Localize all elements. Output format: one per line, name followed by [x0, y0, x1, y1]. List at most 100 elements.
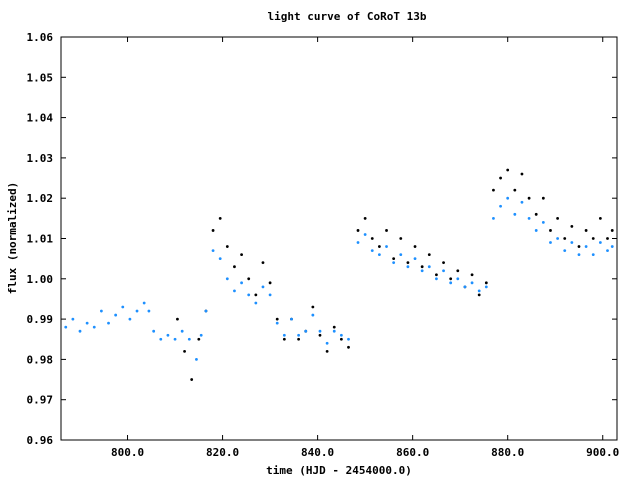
data-point: [199, 333, 203, 337]
data-point: [399, 237, 403, 240]
data-point: [275, 317, 279, 321]
data-point: [311, 305, 315, 309]
data-point: [435, 277, 438, 281]
data-point: [549, 229, 552, 232]
data-point: [107, 321, 110, 325]
data-point: [254, 293, 258, 297]
data-point: [556, 237, 559, 240]
data-point: [195, 358, 198, 361]
data-point: [456, 269, 460, 273]
data-point: [173, 337, 177, 341]
data-point: [449, 281, 453, 285]
data-point: [282, 333, 286, 337]
data-point: [325, 341, 329, 345]
data-point: [282, 337, 286, 341]
data-point: [385, 245, 388, 248]
data-point: [370, 237, 374, 240]
data-point: [325, 349, 329, 353]
data-point: [470, 273, 474, 277]
data-point: [225, 245, 229, 248]
data-point: [183, 349, 186, 353]
data-point: [92, 325, 96, 329]
plot-data-layer: [64, 168, 614, 381]
data-point: [363, 233, 367, 236]
data-point: [442, 269, 445, 273]
x-tick-label: 840.0: [301, 446, 334, 459]
data-point: [484, 281, 488, 285]
data-point: [427, 253, 431, 257]
data-point: [598, 241, 602, 244]
data-point: [135, 309, 139, 313]
data-point: [570, 225, 574, 228]
x-tick-label: 880.0: [491, 446, 524, 459]
data-point: [541, 196, 545, 200]
data-point: [268, 293, 272, 297]
data-point: [610, 229, 614, 232]
data-point: [520, 172, 524, 176]
data-point: [610, 245, 614, 248]
data-point: [598, 216, 602, 220]
y-tick-label: 1.06: [27, 31, 54, 44]
data-point: [121, 305, 125, 309]
data-point: [356, 241, 360, 244]
data-point: [541, 220, 545, 224]
data-point: [114, 313, 118, 317]
data-point: [484, 285, 488, 289]
chart-title: light curve of CoRoT 13b: [268, 10, 427, 23]
data-point: [332, 325, 336, 329]
data-point: [435, 273, 438, 277]
data-point: [591, 253, 595, 257]
y-tick-label: 0.99: [27, 313, 54, 326]
data-point: [420, 265, 424, 269]
y-tick-label: 1.04: [27, 112, 54, 125]
data-point: [311, 313, 315, 317]
data-point: [225, 277, 229, 281]
data-point: [406, 265, 410, 269]
data-point: [240, 253, 243, 257]
data-point: [318, 333, 322, 337]
x-tick-label: 820.0: [206, 446, 239, 459]
data-point: [363, 216, 367, 220]
series-0: [176, 168, 614, 381]
data-point: [197, 337, 201, 341]
data-point: [420, 269, 424, 273]
data-point: [204, 309, 208, 313]
data-point: [385, 229, 388, 232]
data-point: [456, 277, 460, 281]
data-point: [584, 245, 588, 248]
data-point: [290, 317, 293, 321]
data-point: [606, 237, 609, 240]
data-point: [477, 289, 481, 293]
data-point: [549, 241, 552, 244]
data-point: [128, 317, 132, 321]
data-point: [268, 281, 272, 285]
data-point: [275, 321, 279, 325]
x-axis-label: time (HJD - 2454000.0): [266, 464, 412, 477]
data-point: [142, 301, 146, 305]
data-point: [506, 196, 510, 200]
data-point: [261, 285, 265, 289]
data-point: [413, 245, 417, 248]
data-point: [563, 249, 567, 252]
data-point: [413, 257, 417, 261]
data-point: [247, 293, 251, 297]
data-point: [499, 204, 502, 208]
data-point: [406, 261, 410, 265]
data-point: [463, 285, 467, 289]
data-point: [64, 325, 68, 329]
data-point: [78, 329, 82, 333]
data-point: [442, 261, 445, 265]
data-point: [218, 257, 222, 261]
data-point: [304, 329, 308, 333]
data-point: [211, 249, 215, 252]
data-point: [180, 329, 184, 333]
data-point: [233, 265, 236, 269]
data-point: [339, 333, 343, 337]
data-point: [247, 277, 251, 281]
y-axis: 0.96 0.97 0.98 0.99 1.00 1.01 1.02 1.03 1.04 1.05…: [27, 31, 617, 447]
y-tick-label: 0.97: [27, 394, 54, 407]
data-point: [427, 265, 431, 269]
data-point: [99, 309, 103, 313]
data-point: [152, 329, 156, 333]
